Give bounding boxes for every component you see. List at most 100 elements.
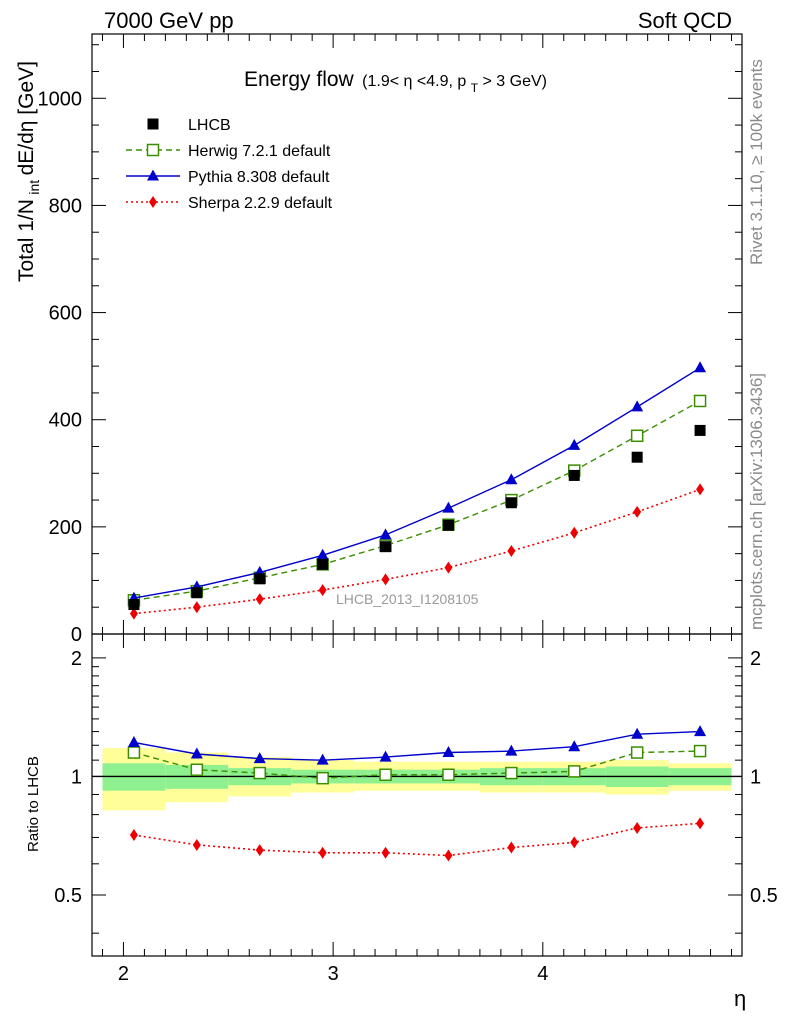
ylabel-tail: dE/dη [GeV] [15, 61, 38, 175]
ratio-ylabel: Ratio to LHCB [25, 756, 42, 852]
title-cut-tail: > 3 GeV) [483, 73, 547, 90]
ratio-herwig-point [442, 768, 455, 781]
x-tick-label: 4 [537, 963, 548, 985]
top-y-tick-label: 800 [49, 195, 82, 217]
top-sherpa-line [133, 488, 701, 615]
top-y-tick-label: 0 [71, 624, 82, 646]
ratio-y-tick-label: 2 [71, 648, 82, 670]
ratio-herwig-point [127, 746, 141, 759]
top-lhcb-point [631, 451, 643, 463]
x-tick-label: 3 [328, 963, 339, 985]
top-herwig-point [630, 429, 644, 443]
legend-label: Pythia 8.308 default [188, 169, 330, 186]
top-y-tick-label: 200 [49, 517, 82, 539]
legend-marker [146, 143, 160, 157]
ylabel-sub: int [26, 180, 42, 195]
ratio-pythia-point [694, 725, 707, 737]
legend-marker [149, 196, 157, 208]
top-pythia-point [442, 501, 455, 513]
mcplots-label: mcplots.cern.ch [arXiv:1306.3436] [747, 373, 766, 630]
ratio-pythia-point [379, 750, 392, 762]
legend-label: Herwig 7.2.1 default [188, 143, 331, 160]
ratio-sherpa-point [696, 817, 705, 830]
legend-marker [147, 118, 159, 130]
top-herwig-line [133, 400, 701, 601]
ratio-herwig-point [190, 763, 204, 776]
ratio-sherpa-point [255, 844, 264, 857]
ratio-sherpa-line [133, 822, 701, 857]
top-sherpa-point [192, 601, 201, 614]
ratio-herwig-point [505, 766, 518, 780]
ratio-pythia-point [316, 753, 329, 765]
ylabel-main: Total 1/N [15, 199, 38, 282]
top-lhcb-point [694, 424, 706, 436]
top-ylabel: Total 1/N int dE/dη [GeV] [15, 61, 43, 282]
top-sherpa-point [633, 505, 642, 518]
top-lhcb-point [380, 541, 392, 553]
top-sherpa-point [444, 561, 453, 574]
top-lhcb-point [317, 558, 329, 570]
top-sherpa-point [507, 544, 516, 557]
xlabel: η [734, 986, 746, 1011]
ratio-sherpa-point [444, 849, 453, 862]
ratio-herwig-point [693, 744, 707, 758]
top-pythia-point [316, 548, 329, 560]
ratio-pythia-point [442, 746, 455, 758]
ratio-sherpa-point [570, 836, 579, 849]
plot-title: Energy flow (1.9< η <4.9, p T > 3 GeV) [244, 68, 547, 96]
top-pythia-point [631, 400, 644, 412]
ratio-sherpa-point [129, 829, 138, 842]
ratio-herwig-point [316, 771, 329, 785]
ratio-y-tick-label-right: 0.5 [750, 885, 778, 907]
top-lhcb-point [442, 519, 454, 531]
top-sherpa-point [381, 573, 390, 586]
axes: 2 3 4 0 200 400 600 800 1000 0.5 0.5 1 1 2 2 [38, 33, 778, 985]
header-left: 7000 GeV pp [104, 8, 234, 33]
legend-item: Herwig 7.2.1 default [126, 143, 331, 160]
top-lhcb-point [254, 573, 266, 585]
top-sherpa-point [318, 584, 327, 597]
legend-label: LHCB [188, 117, 231, 134]
top-sherpa-point [696, 483, 705, 496]
top-pythia-line [133, 367, 701, 599]
ratio-pythia-point [190, 747, 203, 759]
top-sherpa-point [129, 607, 138, 620]
top-y-tick-label: 400 [49, 410, 82, 432]
top-pythia-point [568, 438, 581, 450]
title-cut: (1.9< η <4.9, p [362, 73, 466, 90]
ratio-herwig-line [133, 750, 701, 779]
legend-item: LHCB [147, 117, 231, 134]
ratio-sherpa-point [318, 846, 327, 859]
top-herwig-point [693, 394, 707, 408]
legend-item: Sherpa 2.2.9 default [126, 195, 333, 212]
legend-marker [147, 169, 159, 181]
ratio-y-tick-label: 1 [71, 766, 82, 788]
x-tick-label: 2 [118, 963, 129, 985]
header-right: Soft QCD [638, 8, 732, 33]
ratio-sherpa-point [633, 821, 642, 834]
ratio-herwig-point [253, 766, 266, 780]
ratio-pythia-point [127, 735, 140, 747]
ratio-sherpa-point [507, 841, 516, 854]
ratio-y-tick-label-right: 2 [750, 648, 761, 670]
top-pythia-point [694, 361, 707, 373]
ratio-pythia-point [631, 727, 644, 739]
ratio-y-tick-label: 0.5 [54, 885, 82, 907]
top-sherpa-point [570, 526, 579, 539]
top-lhcb-point [128, 599, 140, 611]
ratio-herwig-point [379, 768, 392, 781]
ratio-herwig-point [630, 746, 644, 759]
legend-label: Sherpa 2.2.9 default [188, 195, 333, 212]
top-plot [127, 361, 707, 620]
ratio-bands [92, 748, 742, 811]
analysis-watermark: LHCB_2013_I1208105 [336, 591, 479, 607]
top-lhcb-point [568, 469, 580, 481]
top-y-tick-label: 1000 [38, 88, 83, 110]
ratio-pythia-point [568, 740, 581, 752]
top-lhcb-point [191, 587, 203, 599]
ratio-y-tick-label-right: 1 [750, 766, 761, 788]
top-lhcb-point [505, 497, 517, 509]
title-main: Energy flow [244, 68, 355, 91]
ratio-sherpa-point [381, 846, 390, 859]
